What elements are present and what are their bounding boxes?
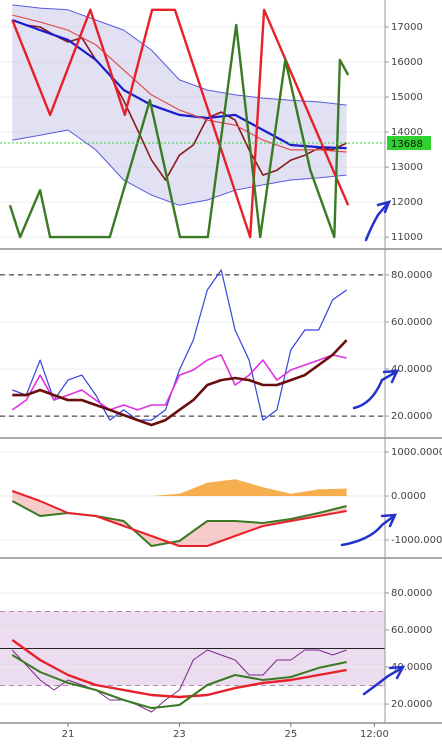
y-tick-label: 80.0000: [391, 270, 432, 281]
y-tick-label: 17000: [391, 22, 423, 33]
y-tick-label: 20.0000: [391, 411, 432, 422]
line: [12, 4, 347, 106]
line: [11, 649, 347, 713]
x-tick-label: 23: [173, 729, 186, 740]
y-tick-label: 1000.0000: [391, 447, 442, 458]
x-tick-label: 21: [62, 729, 75, 740]
line: [11, 490, 347, 547]
y-tick-label: 16000: [391, 57, 423, 68]
y-tick-label: -1000.0000: [391, 535, 442, 546]
y-tick-label: 80.0000: [391, 588, 432, 599]
hand-arrow: [362, 665, 406, 696]
x-tick-label: 12:00: [360, 729, 389, 740]
line: [12, 14, 347, 153]
line: [8, 23, 350, 239]
y-tick-label: 40.0000: [391, 364, 432, 375]
y-tick-label: 14000: [391, 127, 423, 138]
panel: 11000 12000 13000 14000 15000 16000 17000 13688: [0, 4, 442, 250]
price-box: [387, 135, 431, 150]
y-tick-label: 40.0000: [391, 662, 432, 673]
line: [11, 654, 347, 710]
area: [12, 479, 347, 497]
band-fill: [12, 4, 347, 206]
y-tick-label: 0.0000: [391, 491, 426, 502]
y-tick-label: 15000: [391, 92, 423, 103]
line: [12, 269, 347, 421]
panel: 20.0000 40.0000 60.0000 80.0000: [0, 269, 442, 439]
line: [11, 8, 350, 239]
y-tick-label: 13000: [391, 162, 423, 173]
line: [11, 18, 347, 150]
line: [12, 129, 347, 206]
line: [11, 639, 347, 699]
price-label: 13688: [391, 139, 423, 150]
x-tick-label: 25: [284, 729, 297, 740]
y-tick-label: 60.0000: [391, 317, 432, 328]
y-tick-label: 20.0000: [391, 699, 432, 710]
line: [12, 19, 347, 181]
y-tick-label: 12000: [391, 197, 423, 208]
hand-arrow: [352, 369, 400, 410]
hand-arrow: [364, 200, 392, 242]
panel: -1000.0000 0.0000 1000.0000: [0, 447, 442, 559]
y-tick-label: 11000: [391, 232, 423, 243]
line: [12, 339, 348, 427]
y-tick-label: 60.0000: [391, 625, 432, 636]
line: [11, 354, 347, 411]
hand-arrow: [340, 513, 398, 547]
annotations: [340, 200, 406, 696]
panel: 20.0000 40.0000 60.0000 80.0000 21 23 25 12:00: [0, 588, 442, 740]
